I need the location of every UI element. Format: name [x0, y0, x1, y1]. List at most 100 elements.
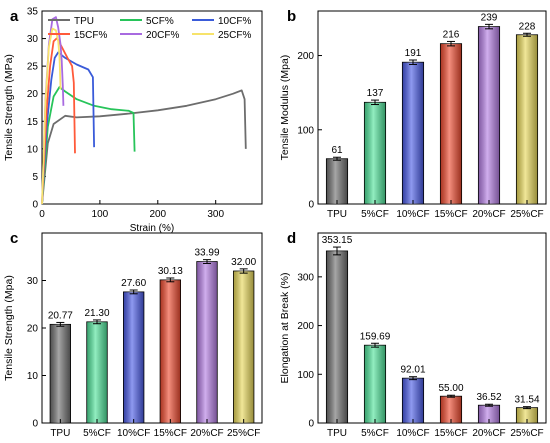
legend-label: 15CF% — [74, 30, 107, 41]
y-axis-label: Elongation at Break (%) — [279, 273, 291, 384]
y-tick-label: 0 — [308, 200, 314, 211]
x-tick-label: 25%CF — [510, 428, 543, 439]
y-tick-label: 20 — [27, 89, 39, 100]
x-tick-label: 15%CF — [434, 209, 467, 220]
bar-shade-5%CF — [364, 345, 386, 423]
panel-a: a 0 5 10 15 20 25 30 35 Tensile Strength (MPa) 0 10… — [3, 7, 263, 234]
y-tick-label: 0 — [32, 419, 38, 430]
data-label: 216 — [443, 29, 460, 40]
x-tick-label: TPU — [327, 428, 347, 439]
panel-letter: a — [10, 8, 19, 25]
data-label: 61 — [331, 145, 343, 156]
legend-label: 25CF% — [218, 30, 251, 41]
x-tick-label: 10%CF — [396, 428, 429, 439]
bar-shade-25%CF — [516, 407, 538, 423]
data-label: 92.01 — [400, 365, 425, 376]
data-label: 20.77 — [48, 310, 73, 321]
series-line-25CF% — [41, 27, 62, 205]
bar-shade-10%CF — [402, 378, 424, 423]
y-tick-label: 0 — [32, 200, 38, 211]
panel-d: d 0 100 200 300 Elongation at Break (%) 353.15… — [279, 230, 547, 439]
data-label: 27.60 — [121, 278, 146, 289]
x-tick-label: 25%CF — [227, 428, 260, 439]
x-tick-label: 20%CF — [472, 428, 505, 439]
x-tick-label: 0 — [39, 209, 45, 220]
x-tick-label: 100 — [92, 209, 109, 220]
bar-shade-20%CF — [196, 261, 218, 423]
x-tick-label: 5%CF — [83, 428, 111, 439]
x-axis-label: Strain (%) — [130, 223, 174, 234]
y-tick-label: 30 — [27, 34, 39, 45]
y-tick-label: 200 — [297, 51, 314, 62]
data-label: 55.00 — [438, 383, 463, 394]
bar-shade-15%CF — [440, 396, 462, 423]
x-tick-label: 15%CF — [154, 428, 187, 439]
panel-letter: c — [10, 230, 18, 247]
data-label: 36.52 — [476, 392, 501, 403]
bar-shade-TPU — [326, 158, 348, 204]
plot-frame — [41, 10, 263, 205]
data-label: 33.99 — [194, 248, 219, 259]
legend-label: 5CF% — [146, 16, 174, 27]
x-tick-label: 20%CF — [190, 428, 223, 439]
y-tick-label: 20 — [27, 324, 39, 335]
data-label: 32.00 — [231, 257, 256, 268]
panel-c: c 0 10 20 30 Tensile Strength (Mpa) 20.77 TPU 21… — [3, 230, 263, 439]
data-label: 137 — [367, 88, 384, 99]
y-tick-label: 100 — [297, 125, 314, 136]
y-axis-label: Tensile Strength (MPa) — [3, 54, 15, 161]
plot-frame — [317, 232, 547, 424]
y-axis-label: Tensile Modulus (Mpa) — [279, 55, 291, 161]
y-tick-label: 5 — [32, 172, 38, 183]
bar-shade-5%CF — [86, 321, 108, 423]
panel-letter: d — [287, 230, 296, 247]
y-tick-label: 300 — [297, 272, 314, 283]
y-tick-label: 15 — [27, 117, 39, 128]
y-axis-label: Tensile Strength (Mpa) — [3, 275, 15, 381]
y-tick-label: 200 — [297, 321, 314, 332]
bar-shade-10%CF — [123, 291, 144, 423]
x-tick-label: 10%CF — [396, 209, 429, 220]
x-tick-label: 5%CF — [361, 209, 389, 220]
x-tick-label: 15%CF — [434, 428, 467, 439]
series-line-5CF% — [41, 86, 136, 205]
bar-shade-25%CF — [233, 271, 254, 423]
y-tick-label: 10 — [27, 371, 39, 382]
data-label: 21.30 — [84, 308, 109, 319]
x-tick-label: 300 — [207, 209, 224, 220]
data-label: 353.15 — [322, 235, 353, 246]
x-tick-label: TPU — [327, 209, 347, 220]
data-label: 239 — [481, 12, 498, 23]
y-tick-label: 0 — [308, 419, 314, 430]
panel-b: b 0 100 200 Tensile Modulus (Mpa) 61 TPU 137 5%C… — [279, 8, 547, 220]
bar-shade-20%CF — [478, 405, 500, 423]
bar-shade-TPU — [50, 324, 71, 423]
bar-shade-15%CF — [440, 43, 462, 205]
bar-shade-5%CF — [364, 102, 386, 204]
y-tick-label: 35 — [27, 7, 39, 18]
data-label: 228 — [519, 21, 536, 32]
bar-shade-15%CF — [160, 279, 181, 423]
bar-shade-10%CF — [402, 62, 424, 204]
bar-shade-TPU — [326, 250, 348, 423]
y-tick-label: 100 — [297, 370, 314, 381]
legend-label: 10CF% — [218, 16, 251, 27]
data-label: 30.13 — [158, 266, 183, 277]
x-tick-label: 25%CF — [510, 209, 543, 220]
x-tick-label: 20%CF — [472, 209, 505, 220]
series-line-TPU — [41, 89, 247, 205]
y-tick-label: 10 — [27, 144, 39, 155]
x-tick-label: 200 — [149, 209, 166, 220]
data-label: 191 — [405, 48, 422, 59]
plot-frame — [317, 10, 547, 205]
data-label: 31.54 — [514, 395, 539, 406]
x-tick-label: 5%CF — [361, 428, 389, 439]
plot-frame — [41, 232, 263, 424]
legend-label: TPU — [74, 16, 94, 27]
panel-letter: b — [287, 8, 296, 25]
data-label: 159.69 — [360, 331, 391, 342]
bar-shade-25%CF — [516, 34, 538, 204]
y-tick-label: 30 — [27, 276, 39, 287]
bar-shade-20%CF — [478, 26, 500, 205]
